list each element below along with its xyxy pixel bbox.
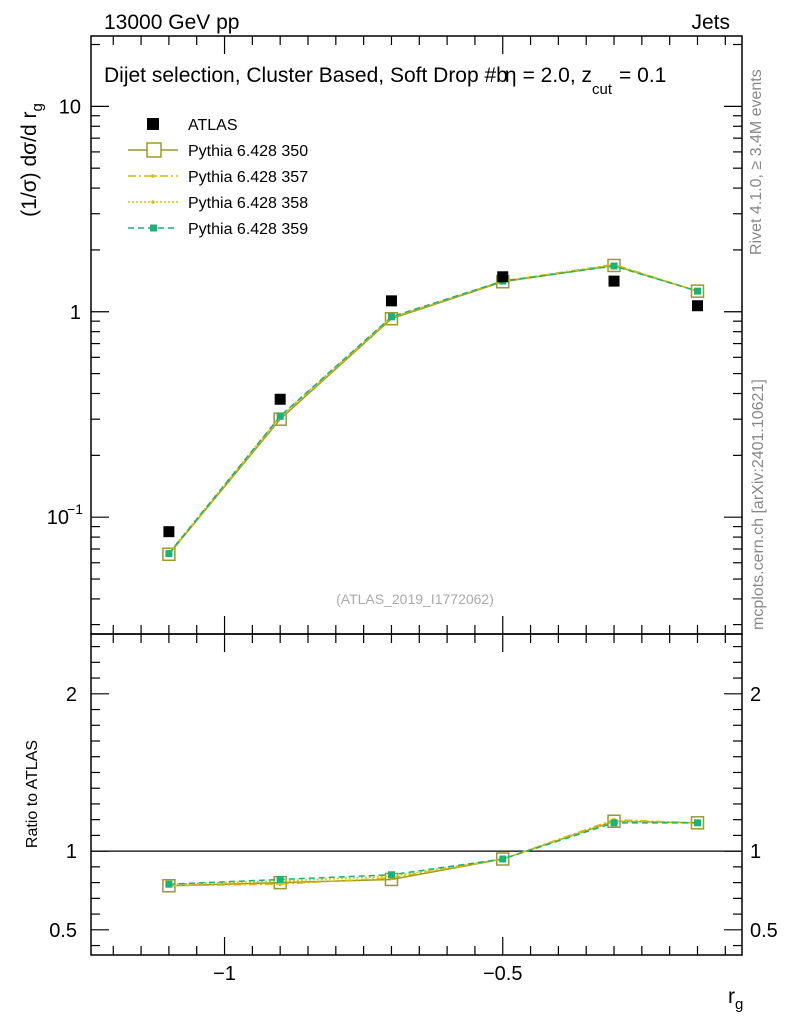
legend-label: Pythia 6.428 350: [188, 143, 308, 160]
legend-label: Pythia 6.428 357: [188, 169, 308, 186]
ratio-plot-frame: [90, 633, 743, 956]
ratio-y-axis-label: Ratio to ATLAS: [24, 740, 41, 848]
main-y-tick-exponent: −1: [67, 501, 83, 517]
category-label: Jets: [691, 11, 730, 34]
main-filled-square-marker: [276, 412, 284, 420]
main-open-square-marker: [690, 284, 705, 298]
ratio-series-line: [168, 820, 698, 885]
x-tick-label: −0.5: [483, 963, 522, 985]
main-y-axis-label-sub: g: [29, 103, 46, 111]
legend-swatch-marker: [151, 174, 155, 178]
legend-swatch-marker: [146, 142, 162, 158]
main-open-square-marker: [162, 547, 176, 562]
main-open-square-marker: [384, 311, 399, 326]
x-tick-label: −1: [213, 963, 236, 985]
ratio-filled-square-marker: [693, 819, 701, 827]
main-data-point: [691, 300, 703, 312]
ratio-series-line: [168, 818, 698, 887]
x-axis-label: rg: [728, 985, 743, 1013]
main-data-point: [608, 275, 620, 287]
ratio-dot-marker: [278, 882, 282, 886]
ratio-y-tick-label: 0.5: [49, 920, 77, 942]
x-axis-label-main: r: [728, 985, 735, 1008]
ratio-y-tick-label-right: 1: [750, 841, 761, 863]
ratio-filled-square-marker: [499, 855, 507, 863]
ratio-y-tick-label: 1: [66, 841, 77, 863]
ratio-y-tick-label: 2: [66, 684, 77, 706]
legend-label: Pythia 6.428 358: [188, 195, 308, 212]
plot-title: Dijet selection, Cluster Based, Soft Dro…: [104, 64, 666, 98]
plot-title-sub: cut: [592, 81, 613, 98]
main-filled-square-marker: [165, 550, 173, 558]
x-axis-label-sub: g: [735, 996, 743, 1013]
main-series-line: [168, 264, 698, 555]
main-y-tick-label: 10: [59, 96, 81, 118]
ratio-filled-square-marker: [387, 871, 395, 879]
analysis-watermark: (ATLAS_2019_I1772062): [336, 591, 494, 607]
main-y-tick-label: 10: [47, 507, 69, 529]
ratio-filled-square-marker: [276, 875, 284, 883]
plot-title-cont: = 2.0, z: [523, 64, 592, 87]
main-series-line: [168, 265, 698, 555]
main-data-point: [497, 271, 509, 283]
ratio-y-tick-label-right: 0.5: [750, 920, 778, 942]
rivet-label: Rivet 4.1.0, ≥ 3.4M events: [748, 69, 765, 255]
data-series: [162, 258, 705, 893]
main-data-point: [274, 393, 286, 405]
main-filled-square-marker: [610, 262, 618, 270]
beta-symbol: η: [505, 64, 517, 87]
main-filled-square-marker: [693, 287, 701, 295]
ratio-y-tick-label-right: 2: [750, 684, 761, 706]
ratio-open-square-marker: [607, 814, 621, 828]
ratio-filled-square-marker: [165, 880, 173, 888]
ratio-open-square-marker: [495, 852, 510, 866]
main-filled-square-marker: [387, 313, 395, 321]
energy-label: 13000 GeV pp: [104, 11, 239, 34]
legend-swatch-marker: [150, 224, 157, 232]
main-series-line: [168, 264, 698, 554]
main-data-point: [385, 295, 397, 307]
legend-label: Pythia 6.428 359: [188, 221, 308, 238]
plot-title-main: Dijet selection, Cluster Based, Soft Dro…: [104, 64, 508, 87]
mcplots-label: mcplots.cern.ch [arXiv:2401.10621]: [750, 379, 767, 630]
legend-swatch-data: [147, 118, 159, 130]
main-y-tick-label: 1: [70, 302, 81, 324]
legend: ATLAS Pythia 6.428 350 Pythia 6.428 357 Pyt…: [128, 117, 308, 238]
legend-label: ATLAS: [188, 117, 238, 134]
plot-title-end: = 0.1: [619, 64, 666, 87]
main-y-axis-label: (1/σ) dσ/d rg: [18, 103, 46, 217]
ratio-filled-square-marker: [610, 819, 618, 827]
ratio-series-line: [168, 822, 698, 885]
legend-swatch-marker: [151, 200, 155, 204]
main-data-point: [163, 526, 175, 538]
main-y-axis-label-main: (1/σ) dσ/d r: [18, 112, 41, 217]
ratio-series-line: [168, 820, 698, 887]
main-series-line: [168, 263, 698, 555]
